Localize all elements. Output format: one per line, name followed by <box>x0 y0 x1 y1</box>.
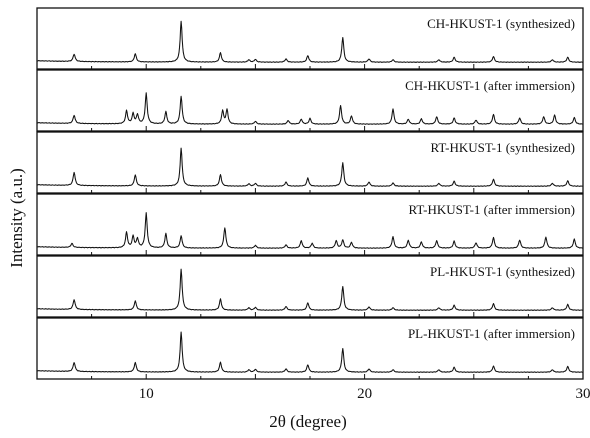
x-axis: 10 20 30 <box>139 386 590 402</box>
series-label: PL-HKUST-1 (after immersion) <box>408 326 575 341</box>
series-label: RT-HKUST-1 (synthesized) <box>431 140 576 155</box>
x-tick-label: 10 <box>139 386 154 402</box>
panel-4: RT-HKUST-1 (after immersion) <box>37 194 583 255</box>
y-axis-label: Intensity (a.u.) <box>7 168 26 268</box>
x-axis-label: 2θ (degree) <box>269 412 347 431</box>
series-label: RT-HKUST-1 (after immersion) <box>408 202 575 217</box>
x-tick-label: 20 <box>357 386 372 402</box>
series-label: CH-HKUST-1 (after immersion) <box>405 78 575 93</box>
series-label: PL-HKUST-1 (synthesized) <box>430 264 575 279</box>
panel-5: PL-HKUST-1 (synthesized) <box>37 256 583 317</box>
series-line <box>37 213 583 249</box>
panel-6: PL-HKUST-1 (after immersion) <box>37 318 583 379</box>
series-line <box>37 93 583 125</box>
x-tick-label: 30 <box>576 386 590 402</box>
panel-2: CH-HKUST-1 (after immersion) <box>37 70 583 131</box>
panels-group: CH-HKUST-1 (synthesized) CH-HKUST-1 (afte… <box>37 8 583 379</box>
panel-3: RT-HKUST-1 (synthesized) <box>37 132 583 193</box>
series-label: CH-HKUST-1 (synthesized) <box>427 16 575 31</box>
panel-1: CH-HKUST-1 (synthesized) <box>37 8 583 69</box>
